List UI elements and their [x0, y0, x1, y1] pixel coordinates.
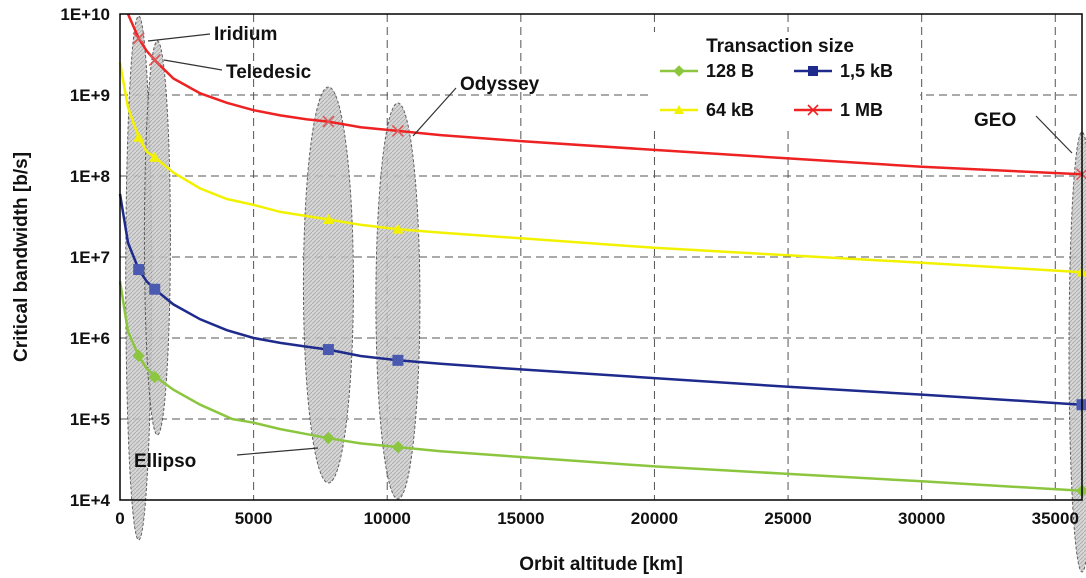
y-tick-label: 1E+4 [70, 491, 111, 510]
ellipso-ellipse [302, 86, 354, 484]
x-tick-label: 35000 [1032, 509, 1079, 528]
x-tick-label: 25000 [764, 509, 811, 528]
teledesic-ellipse [143, 40, 171, 436]
y-tick-label: 1E+7 [70, 248, 110, 267]
legend-items: 128 B 1,5 kB 64 kB 1 MB [660, 61, 893, 120]
data-point-64-kb [149, 151, 161, 162]
annotation-ellipso: Ellipso [134, 451, 196, 472]
y-tick-label: 1E+6 [70, 329, 110, 348]
data-point-64-kb [133, 131, 145, 142]
data-point-1-5-kb [133, 264, 145, 276]
annotation-geo: GEO [974, 110, 1016, 131]
legend: Transaction size 128 B 1,5 kB 64 kB 1 MB [650, 32, 920, 130]
legend-label-1-5-kb: 1,5 kB [840, 61, 893, 81]
y-axis-title: Critical bandwidth [b/s] [11, 152, 32, 362]
annotation-iridium: Iridium [214, 24, 277, 45]
annotations: Iridium Teledesic Odyssey GEO Ellipso [134, 24, 1073, 472]
iridium-leader [147, 33, 211, 42]
data-point-128-b [322, 431, 335, 445]
plot-border [119, 13, 1083, 501]
geo-leader [1035, 115, 1073, 154]
legend-label-64-kb: 64 kB [706, 100, 754, 120]
annotation-teledesic: Teledesic [226, 62, 312, 83]
series-line-64-kb [118, 62, 1083, 274]
x-tick-label: 30000 [898, 509, 945, 528]
legend-marker-128-b [673, 65, 685, 77]
y-ticks: 1E+4 1E+5 1E+6 1E+7 1E+8 1E+9 1E+10 [60, 5, 110, 510]
series-line-128-b [118, 281, 1083, 493]
data-point-128-b [132, 349, 145, 363]
odyssey-leader [412, 87, 457, 137]
data-point-64-kb [392, 223, 404, 234]
data-point-128-b [148, 370, 161, 384]
x-tick-label: 15000 [497, 509, 544, 528]
legend-marker-64-kb [674, 105, 684, 114]
y-tick-label: 1E+9 [70, 86, 110, 105]
x-tick-label: 0 [115, 509, 124, 528]
legend-label-128-b: 128 B [706, 61, 754, 81]
data-point-1-mb [391, 124, 404, 138]
y-tick-label: 1E+5 [70, 410, 110, 429]
legend-marker-1-5-kb [808, 66, 818, 76]
x-tick-label: 10000 [364, 509, 411, 528]
data-point-64-kb [322, 214, 334, 224]
legend-title: Transaction size [706, 36, 854, 57]
data-point-1-5-kb [149, 283, 161, 295]
ellipso-leader [236, 447, 319, 456]
x-tick-label: 20000 [631, 509, 678, 528]
x-axis-title: Orbit altitude [km] [519, 554, 683, 575]
x-tick-label: 5000 [235, 509, 273, 528]
data-point-1-5-kb [392, 354, 404, 366]
y-tick-label: 1E+8 [70, 167, 110, 186]
x-ticks: 0 5000 10000 15000 20000 25000 30000 35000 [115, 509, 1079, 528]
data-point-128-b [391, 440, 405, 454]
data-point-1-mb [148, 53, 161, 67]
legend-box [650, 32, 920, 130]
y-tick-label: 1E+10 [60, 5, 110, 24]
legend-marker-1-mb [807, 104, 819, 116]
annotation-odyssey: Odyssey [460, 74, 540, 95]
series-line-1-5-kb [118, 193, 1083, 406]
odyssey-ellipse [375, 102, 421, 500]
data-point-1-5-kb [322, 344, 334, 356]
teledesic-leader [163, 59, 223, 71]
legend-label-1-mb: 1 MB [840, 100, 883, 120]
data-point-1-mb [322, 115, 335, 128]
data-point-1-mb [132, 32, 145, 45]
constellation-ellipses [125, 15, 1086, 573]
